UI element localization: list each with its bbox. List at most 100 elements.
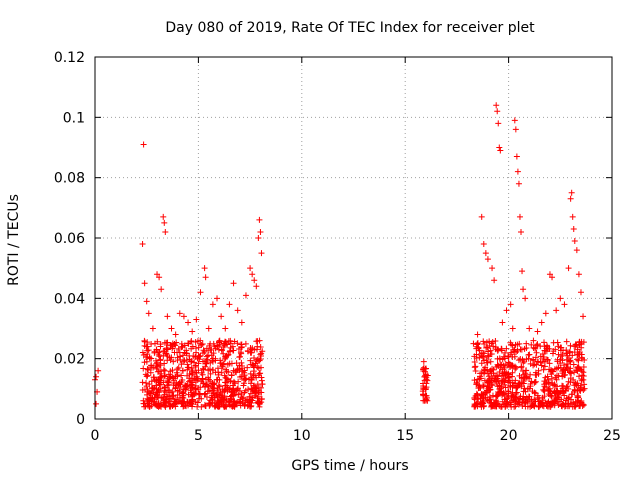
data-point	[570, 225, 577, 232]
data-point	[487, 386, 494, 393]
data-point	[181, 342, 188, 349]
data-point	[241, 377, 248, 384]
data-point	[552, 382, 559, 389]
data-point	[486, 393, 493, 400]
data-point	[420, 358, 427, 365]
data-point	[228, 372, 235, 379]
data-point	[238, 394, 245, 401]
data-point	[249, 386, 256, 393]
x-axis-label: GPS time / hours	[291, 458, 408, 474]
data-point	[533, 342, 540, 349]
data-point	[482, 250, 489, 257]
data-point	[480, 391, 487, 398]
data-point	[523, 340, 530, 347]
y-tick-label: 0.02	[54, 352, 85, 368]
data-point	[489, 339, 496, 346]
data-point	[545, 345, 552, 352]
data-point	[421, 373, 428, 380]
data-point	[173, 379, 180, 386]
data-point	[509, 389, 516, 396]
data-point	[173, 369, 180, 376]
data-point	[540, 353, 547, 360]
data-point	[519, 368, 526, 375]
data-point	[211, 390, 218, 397]
grid-lines	[95, 57, 612, 419]
data-point	[555, 351, 562, 358]
data-point	[545, 356, 552, 363]
data-point	[553, 394, 560, 401]
data-point	[199, 358, 206, 365]
data-point	[521, 374, 528, 381]
data-point	[505, 353, 512, 360]
data-point	[546, 360, 553, 367]
data-point	[224, 376, 231, 383]
data-point	[227, 344, 234, 351]
data-point	[494, 108, 501, 115]
data-point	[247, 265, 254, 272]
data-point	[194, 399, 201, 406]
data-point	[480, 338, 487, 345]
data-point	[178, 372, 185, 379]
data-point	[567, 365, 574, 372]
data-point	[234, 386, 241, 393]
data-point	[423, 396, 430, 403]
data-point	[515, 401, 522, 408]
data-point	[222, 354, 229, 361]
data-point	[567, 195, 574, 202]
data-point	[160, 366, 167, 373]
data-point	[215, 382, 222, 389]
data-point	[476, 354, 483, 361]
data-point	[581, 357, 588, 364]
data-point	[480, 357, 487, 364]
y-tick-label: 0.04	[54, 291, 85, 307]
data-point	[216, 392, 223, 399]
data-point	[555, 372, 562, 379]
data-point	[579, 403, 586, 410]
data-point	[546, 271, 553, 278]
data-point	[255, 235, 262, 241]
data-point	[491, 376, 498, 383]
data-point	[422, 385, 429, 392]
data-point	[206, 342, 213, 349]
data-point	[212, 369, 219, 376]
data-point	[562, 371, 569, 378]
data-point	[155, 351, 162, 358]
data-point	[163, 351, 170, 358]
data-point	[563, 338, 570, 345]
y-tick-label: 0.08	[54, 171, 85, 187]
data-point	[489, 265, 496, 272]
data-point	[484, 382, 491, 389]
data-point	[471, 359, 478, 366]
data-point	[519, 356, 526, 363]
data-point	[255, 389, 262, 396]
data-point	[516, 213, 523, 220]
data-point	[212, 355, 219, 362]
data-point	[163, 399, 170, 406]
data-point	[502, 349, 509, 356]
data-point	[242, 340, 249, 347]
data-point	[143, 343, 150, 350]
data-point	[420, 364, 427, 371]
data-point	[169, 392, 176, 399]
data-point	[230, 399, 237, 406]
data-point	[255, 398, 262, 405]
data-point	[197, 289, 204, 296]
data-point	[195, 360, 202, 367]
data-point	[487, 367, 494, 374]
data-point	[565, 265, 572, 272]
data-point	[251, 277, 258, 284]
data-point	[563, 384, 570, 391]
data-point	[247, 361, 254, 368]
data-point	[544, 356, 551, 363]
data-point	[162, 350, 169, 357]
data-point	[580, 364, 587, 371]
data-point	[543, 342, 550, 349]
data-point	[503, 307, 510, 314]
data-point	[575, 271, 582, 278]
data-point	[474, 381, 481, 388]
data-point	[155, 400, 162, 407]
data-point	[161, 339, 168, 346]
data-point	[546, 387, 553, 394]
data-point	[512, 403, 519, 410]
data-point	[198, 369, 205, 376]
